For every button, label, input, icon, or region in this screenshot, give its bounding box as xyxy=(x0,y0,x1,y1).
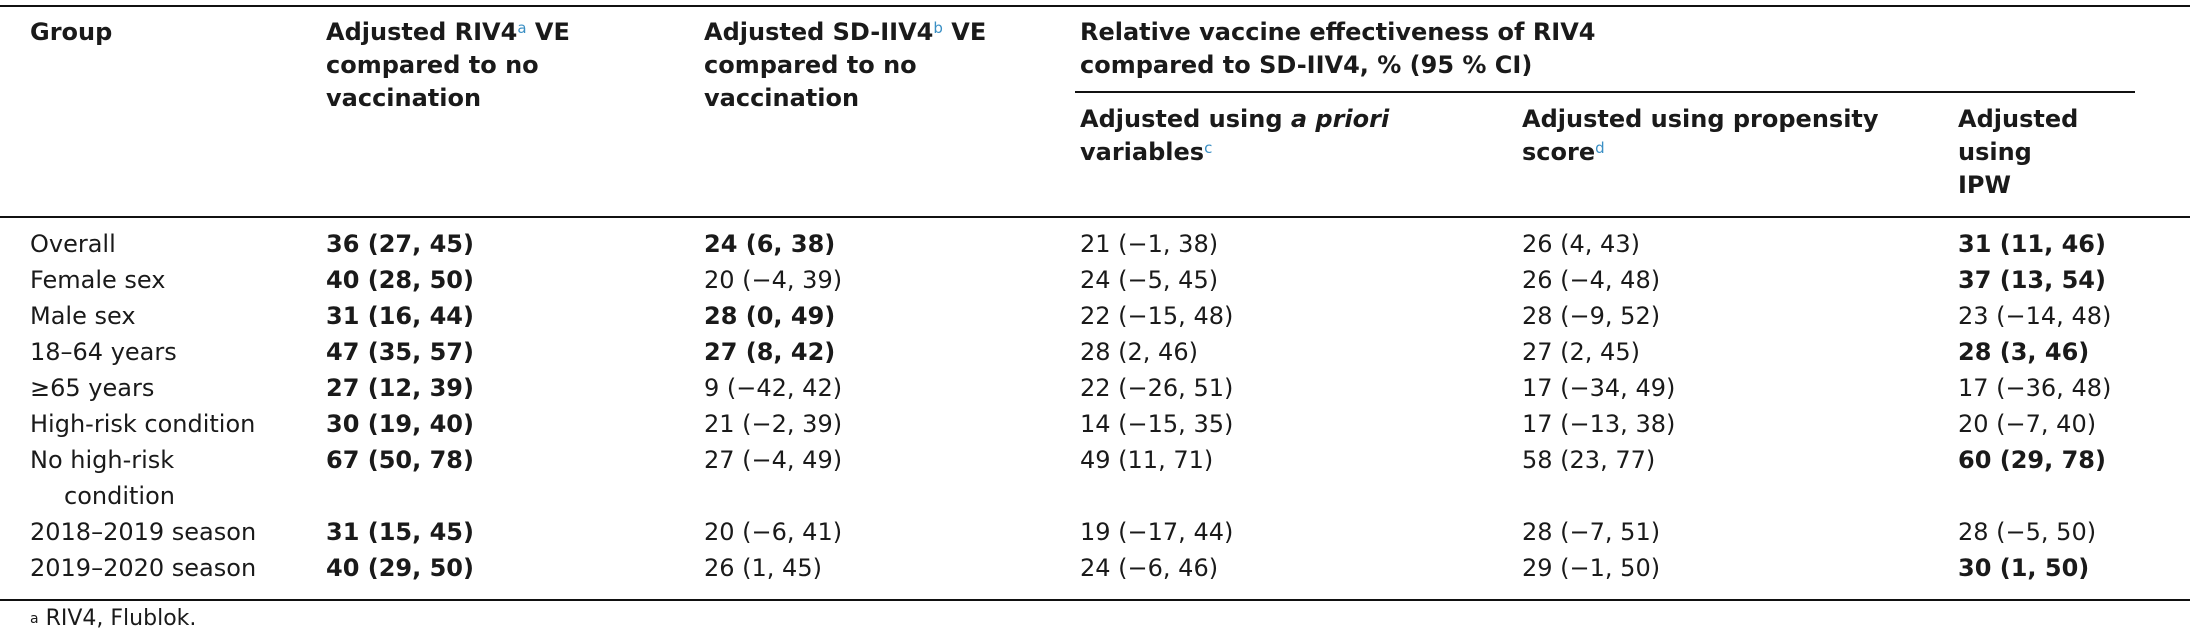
row-group-label: 2018–2019 season xyxy=(30,518,257,546)
row-group-label: High-risk condition xyxy=(30,410,256,438)
cell-apriori: 22 (−26, 51) xyxy=(1080,374,1234,402)
cell-sdiiv4: 27 (8, 42) xyxy=(704,338,836,366)
cell-riv4: 31 (15, 45) xyxy=(326,518,474,546)
header-ipw: Adjusted using IPW xyxy=(1958,105,2079,199)
cell-riv4: 30 (19, 40) xyxy=(326,410,474,438)
row-group-label: Male sex xyxy=(30,302,136,330)
cell-ipw: 17 (−36, 48) xyxy=(1958,374,2112,402)
cell-ipw: 23 (−14, 48) xyxy=(1958,302,2112,330)
cell-ipw: 37 (13, 54) xyxy=(1958,266,2106,294)
cell-riv4: 47 (35, 57) xyxy=(326,338,474,366)
cell-propensity: 28 (−9, 52) xyxy=(1522,302,1661,330)
header-sdiiv4-ve: Adjusted SD-IIV4b VE compared to no vacc… xyxy=(704,18,987,112)
cell-riv4: 40 (29, 50) xyxy=(326,554,474,582)
relative-ve-subheader-rule xyxy=(1075,91,2135,93)
results-table: Group Adjusted RIV4a VE compared to no v… xyxy=(0,5,2190,631)
row-group-label: ≥65 years xyxy=(30,374,155,402)
header-group: Group xyxy=(30,18,113,46)
cell-riv4: 67 (50, 78) xyxy=(326,446,474,474)
cell-propensity: 17 (−34, 49) xyxy=(1522,374,1676,402)
header-relative-ve: Relative vaccine effectiveness of RIV4 c… xyxy=(1080,18,1596,79)
cell-sdiiv4: 20 (−6, 41) xyxy=(704,518,843,546)
cell-apriori: 19 (−17, 44) xyxy=(1080,518,1234,546)
cell-propensity: 17 (−13, 38) xyxy=(1522,410,1676,438)
cell-propensity: 58 (23, 77) xyxy=(1522,446,1656,474)
cell-sdiiv4: 28 (0, 49) xyxy=(704,302,836,330)
row-group-label: Overall xyxy=(30,230,116,258)
header-bottom-rule xyxy=(0,216,2190,218)
cell-propensity: 26 (4, 43) xyxy=(1522,230,1640,258)
row-group-label: No high-risk condition xyxy=(30,446,175,510)
cell-apriori: 49 (11, 71) xyxy=(1080,446,1214,474)
cell-ipw: 31 (11, 46) xyxy=(1958,230,2106,258)
row-group-label: 2019–2020 season xyxy=(30,554,257,582)
cell-apriori: 24 (−6, 46) xyxy=(1080,554,1219,582)
row-group-label: Female sex xyxy=(30,266,166,294)
cell-propensity: 26 (−4, 48) xyxy=(1522,266,1661,294)
cell-propensity: 27 (2, 45) xyxy=(1522,338,1640,366)
top-rule xyxy=(0,5,2190,7)
cell-riv4: 27 (12, 39) xyxy=(326,374,474,402)
cell-ipw: 28 (−5, 50) xyxy=(1958,518,2097,546)
footnote-marker-b: b xyxy=(933,19,943,37)
cell-sdiiv4: 20 (−4, 39) xyxy=(704,266,843,294)
table-bottom-rule xyxy=(0,599,2190,601)
cell-apriori: 24 (−5, 45) xyxy=(1080,266,1219,294)
cell-apriori: 28 (2, 46) xyxy=(1080,338,1198,366)
header-riv4-ve: Adjusted RIV4a VE compared to no vaccina… xyxy=(326,18,570,112)
cell-apriori: 21 (−1, 38) xyxy=(1080,230,1219,258)
cell-sdiiv4: 9 (−42, 42) xyxy=(704,374,843,402)
cell-propensity: 28 (−7, 51) xyxy=(1522,518,1661,546)
cell-apriori: 22 (−15, 48) xyxy=(1080,302,1234,330)
cell-ipw: 60 (29, 78) xyxy=(1958,446,2106,474)
cell-riv4: 31 (16, 44) xyxy=(326,302,474,330)
cell-sdiiv4: 24 (6, 38) xyxy=(704,230,836,258)
footnote-marker-c: c xyxy=(1204,139,1213,157)
cell-propensity: 29 (−1, 50) xyxy=(1522,554,1661,582)
footnote-marker-d: d xyxy=(1595,139,1605,157)
footnote-marker-a: a xyxy=(517,19,527,37)
cell-ipw: 28 (3, 46) xyxy=(1958,338,2090,366)
cell-apriori: 14 (−15, 35) xyxy=(1080,410,1234,438)
cell-sdiiv4: 27 (−4, 49) xyxy=(704,446,843,474)
header-apriori: Adjusted using a priori variablesc xyxy=(1080,105,1390,166)
footnote: a RIV4, Flublok. xyxy=(30,606,196,632)
cell-sdiiv4: 21 (−2, 39) xyxy=(704,410,843,438)
cell-riv4: 40 (28, 50) xyxy=(326,266,474,294)
row-group-label: 18–64 years xyxy=(30,338,177,366)
cell-ipw: 20 (−7, 40) xyxy=(1958,410,2097,438)
cell-sdiiv4: 26 (1, 45) xyxy=(704,554,822,582)
cell-ipw: 30 (1, 50) xyxy=(1958,554,2090,582)
footnote-mark: a xyxy=(30,611,39,627)
cell-riv4: 36 (27, 45) xyxy=(326,230,474,258)
header-propensity: Adjusted using propensity scored xyxy=(1522,105,1879,166)
